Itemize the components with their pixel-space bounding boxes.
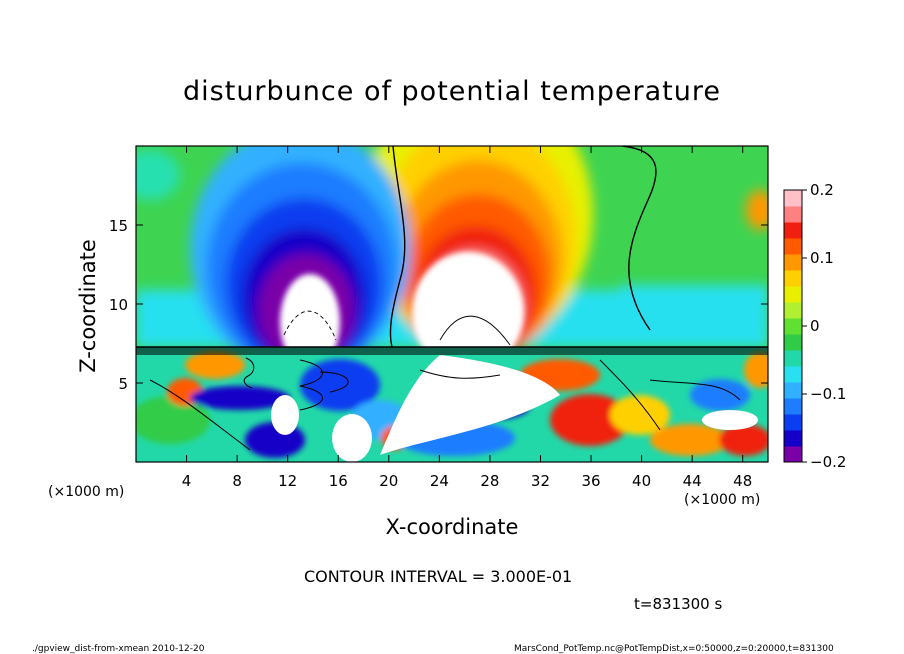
chart-title: disturbunce of potential temperature: [183, 76, 721, 107]
colorbar-swatch: [784, 318, 802, 335]
colorbar-swatch: [784, 446, 802, 463]
colorbar: 0.2 0.1 0 −0.1 −0.2: [783, 181, 846, 471]
y-axis-ticks: 5 10 15: [109, 217, 768, 393]
colorbar-swatch: [784, 430, 802, 447]
colorbar-swatch: [784, 286, 802, 303]
colorbar-swatch: [784, 302, 802, 319]
colorbar-tick-label: 0: [810, 317, 820, 335]
x-unit-label-left: (×1000 m): [48, 484, 125, 500]
x-unit-label-right: (×1000 m): [684, 492, 761, 508]
x-tick-label: 8: [232, 472, 242, 490]
x-tick-label: 4: [182, 472, 192, 490]
x-tick-label: 32: [531, 472, 550, 490]
colorbar-swatch: [784, 350, 802, 367]
colorbar-swatch: [784, 398, 802, 415]
colorbar-swatch: [784, 334, 802, 351]
footer-left-text: ./gpview_dist-from-xmean 2010-12-20: [32, 644, 205, 654]
colorbar-tick-label: 0.2: [810, 181, 834, 199]
x-tick-label: 12: [278, 472, 297, 490]
colorbar-swatch: [784, 254, 802, 271]
colorbar-tick-label: 0.1: [810, 249, 834, 267]
colorbar-tick-label: −0.2: [810, 453, 846, 471]
heatmap-field: [136, 146, 768, 462]
y-tick-label: 10: [109, 296, 128, 314]
x-tick-label: 48: [733, 472, 752, 490]
x-tick-label: 20: [379, 472, 398, 490]
y-tick-label: 5: [118, 375, 128, 393]
contour-interval-label: CONTOUR INTERVAL = 3.000E-01: [304, 567, 573, 586]
x-tick-label: 28: [480, 472, 499, 490]
colorbar-swatch: [784, 382, 802, 399]
colorbar-swatch: [784, 190, 802, 207]
colorbar-swatch: [784, 414, 802, 431]
x-tick-label: 40: [632, 472, 651, 490]
x-tick-label: 36: [581, 472, 600, 490]
colorbar-swatch: [784, 238, 802, 255]
x-axis-label: X-coordinate: [385, 515, 519, 539]
x-tick-label: 44: [683, 472, 702, 490]
x-tick-label: 24: [430, 472, 449, 490]
x-tick-label: 16: [329, 472, 348, 490]
colorbar-swatch: [784, 206, 802, 223]
colorbar-swatch: [784, 366, 802, 383]
colorbar-swatch: [784, 270, 802, 287]
colorbar-swatch: [784, 222, 802, 239]
y-tick-label: 15: [109, 217, 128, 235]
colorbar-tick-label: −0.1: [810, 385, 846, 403]
time-label: t=831300 s: [634, 595, 723, 613]
x-axis-ticks: 4 8 12 16 20 24 28 32 36 40 44 48: [182, 146, 752, 490]
footer-right-text: MarsCond_PotTemp.nc@PotTempDist,x=0:5000…: [514, 644, 834, 654]
